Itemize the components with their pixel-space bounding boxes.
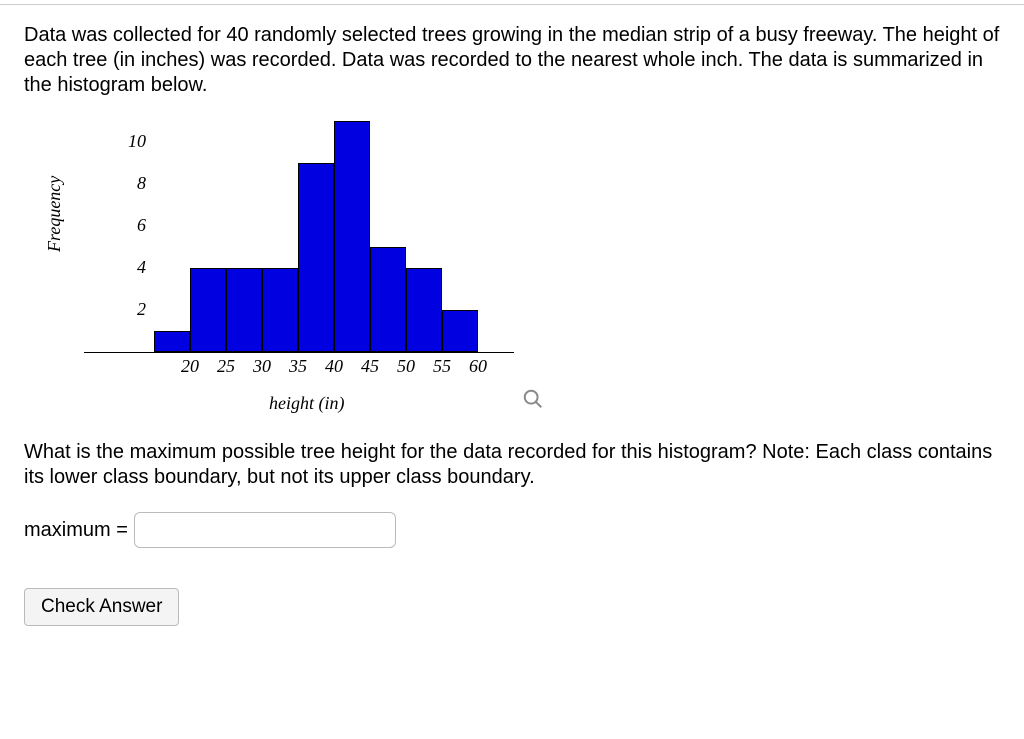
question-text: What is the maximum possible tree height… bbox=[24, 440, 1000, 490]
histogram-bar bbox=[334, 121, 370, 352]
problem-intro-text: Data was collected for 40 randomly selec… bbox=[24, 23, 1000, 98]
histogram-bar bbox=[262, 268, 298, 352]
histogram-bar bbox=[442, 310, 478, 352]
y-tick-label: 6 bbox=[106, 215, 146, 236]
x-axis-line bbox=[84, 352, 514, 353]
y-axis-label: Frequency bbox=[44, 176, 65, 252]
check-answer-button[interactable]: Check Answer bbox=[24, 588, 179, 626]
answer-input[interactable] bbox=[134, 512, 396, 548]
magnify-icon[interactable] bbox=[522, 388, 544, 416]
x-tick-label: 45 bbox=[355, 356, 385, 377]
x-tick-label: 25 bbox=[211, 356, 241, 377]
y-tick-label: 8 bbox=[106, 173, 146, 194]
y-tick-label: 2 bbox=[106, 299, 146, 320]
x-tick-label: 55 bbox=[427, 356, 457, 377]
x-axis-label: height (in) bbox=[269, 393, 344, 414]
x-tick-label: 35 bbox=[283, 356, 313, 377]
x-tick-label: 60 bbox=[463, 356, 493, 377]
x-tick-label: 40 bbox=[319, 356, 349, 377]
x-tick-label: 30 bbox=[247, 356, 277, 377]
x-tick-label: 50 bbox=[391, 356, 421, 377]
histogram-bar bbox=[370, 247, 406, 352]
histogram-bar bbox=[226, 268, 262, 352]
histogram-bar bbox=[298, 163, 334, 352]
page-root: Data was collected for 40 randomly selec… bbox=[0, 4, 1024, 650]
histogram-bar bbox=[406, 268, 442, 352]
answer-row: maximum = bbox=[24, 512, 1000, 548]
histogram-bar bbox=[190, 268, 226, 352]
x-tick-label: 20 bbox=[175, 356, 205, 377]
answer-label: maximum = bbox=[24, 519, 128, 542]
content-area: Data was collected for 40 randomly selec… bbox=[0, 5, 1024, 650]
histogram-bar bbox=[154, 331, 190, 352]
y-tick-label: 10 bbox=[106, 131, 146, 152]
y-tick-label: 4 bbox=[106, 257, 146, 278]
histogram-chart: Frequency height (in) 246810202530354045… bbox=[84, 122, 564, 412]
